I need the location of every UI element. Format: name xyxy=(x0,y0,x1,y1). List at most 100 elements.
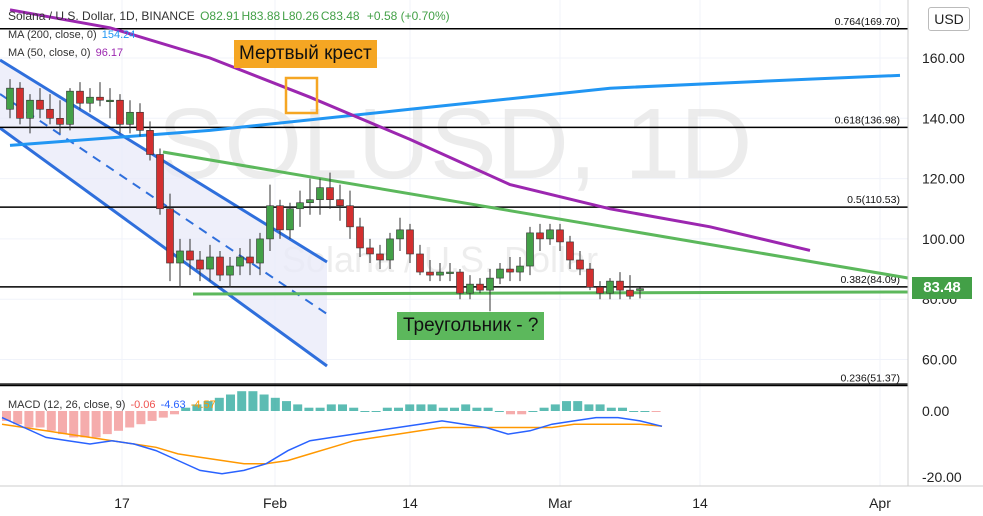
macd-histogram-bar xyxy=(80,411,90,438)
macd-histogram-bar xyxy=(483,407,493,411)
candle xyxy=(496,263,504,285)
candle-body xyxy=(606,280,614,294)
fibonacci-levels[interactable]: 0.764(169.70) 0.618(136.98) 0.5(110.53) 0.3… xyxy=(0,16,908,387)
candle-body xyxy=(156,154,164,210)
price-tick: 160.00 xyxy=(922,50,965,66)
macd-histogram-bar xyxy=(102,411,112,435)
candle xyxy=(416,244,424,276)
candle-body xyxy=(376,253,384,261)
macd-histogram-bar xyxy=(427,404,437,411)
candle-body xyxy=(506,268,514,273)
candlesticks[interactable] xyxy=(6,79,644,312)
candle-body xyxy=(286,208,294,231)
candle-body xyxy=(436,271,444,276)
candle-body xyxy=(216,256,224,276)
candle-body xyxy=(226,265,234,276)
price-tick: 100.00 xyxy=(922,231,965,247)
ma200-legend[interactable]: MA (200, close, 0) 154.24 xyxy=(8,29,137,41)
candle-body xyxy=(616,280,624,291)
candle xyxy=(486,269,494,312)
candle xyxy=(116,94,124,134)
candle-body xyxy=(416,253,424,273)
candle xyxy=(46,94,54,125)
time-tick: 17 xyxy=(114,495,130,511)
ma50-legend[interactable]: MA (50, close, 0) 96.17 xyxy=(8,47,125,59)
triangle-lines[interactable] xyxy=(162,150,909,296)
macd-hist-value: -0.06 xyxy=(130,399,156,411)
fib-label: 0.5(110.53) xyxy=(847,194,900,206)
macd-histogram-bar xyxy=(461,404,471,411)
candle-body xyxy=(446,271,454,274)
candle-body xyxy=(26,99,34,119)
fib-label: 0.236(51.37) xyxy=(840,373,900,385)
candle xyxy=(56,100,64,134)
candle-body xyxy=(36,99,44,110)
macd-histogram-bar xyxy=(46,411,56,431)
ohlc-o: O82.91 xyxy=(200,9,240,23)
candle xyxy=(576,250,584,276)
macd-histogram-bar xyxy=(618,407,627,411)
candle xyxy=(156,148,164,215)
candle-body xyxy=(236,256,244,267)
macd-histogram-bar xyxy=(282,401,291,411)
macd-histogram-bar xyxy=(226,394,235,411)
candle-body xyxy=(596,286,604,294)
macd-histogram-bar xyxy=(416,404,426,411)
candle xyxy=(446,263,454,282)
time-axis[interactable]: 17 Feb 14 Mar 14 Apr xyxy=(0,485,983,511)
candle-body xyxy=(276,205,284,231)
candle-body xyxy=(526,232,534,267)
time-tick: Apr xyxy=(869,495,891,511)
candle-body xyxy=(246,256,254,264)
candle xyxy=(196,250,204,282)
symbol-legend: Solana / U.S. Dollar, 1D, BINANCE O82.91… xyxy=(8,9,452,23)
candle-body xyxy=(96,96,104,101)
candle xyxy=(176,238,184,288)
candle-body xyxy=(456,271,464,294)
candle xyxy=(516,256,524,282)
death-cross-marker xyxy=(284,76,319,115)
candle-body xyxy=(336,199,344,207)
candle xyxy=(206,244,214,282)
macd-histogram-bar xyxy=(528,411,538,412)
candle-body xyxy=(486,277,494,291)
candle-body xyxy=(306,199,314,204)
candle xyxy=(526,226,534,276)
triangle-upper xyxy=(162,150,909,280)
candle-body xyxy=(116,99,124,125)
candle-body xyxy=(566,241,574,261)
macd-legend[interactable]: MACD (12, 26, close, 9) -0.06 -4.63 -4.5… xyxy=(8,399,218,411)
macd-histogram-bar xyxy=(203,401,213,411)
macd-histogram-bar xyxy=(651,411,661,412)
macd-histogram-bar xyxy=(158,411,168,418)
macd-histogram-bar xyxy=(114,411,123,431)
macd-histogram-bar xyxy=(147,411,157,421)
macd-histogram-bar xyxy=(24,411,34,428)
candle-body xyxy=(496,268,504,279)
ma50-line xyxy=(9,8,811,252)
macd-line xyxy=(1,416,663,475)
macd-histogram-bar xyxy=(629,411,639,412)
macd-label: MACD (12, 26, close, 9) xyxy=(8,399,126,411)
candle-body xyxy=(536,232,544,240)
candle xyxy=(66,88,74,131)
ma50-value: 96.17 xyxy=(95,47,124,59)
price-axis[interactable]: 160.00140.00120.00100.0080.0060.000.00-2… xyxy=(907,0,965,486)
macd-histogram-bar xyxy=(91,411,101,438)
candle-body xyxy=(516,265,524,273)
macd-histogram-bar xyxy=(125,411,135,428)
time-tick: 14 xyxy=(402,495,418,511)
currency-button[interactable]: USD xyxy=(928,7,970,31)
candle-body xyxy=(16,87,24,119)
candle xyxy=(126,100,134,134)
candle xyxy=(326,172,334,209)
macd-histogram-bar xyxy=(304,407,314,411)
candle xyxy=(616,272,624,300)
candle xyxy=(346,190,354,239)
macd-histogram-bar xyxy=(35,411,45,428)
candle xyxy=(6,79,14,119)
candle-body xyxy=(106,99,114,103)
macd-histogram-bar xyxy=(170,411,179,415)
candle xyxy=(246,238,254,276)
